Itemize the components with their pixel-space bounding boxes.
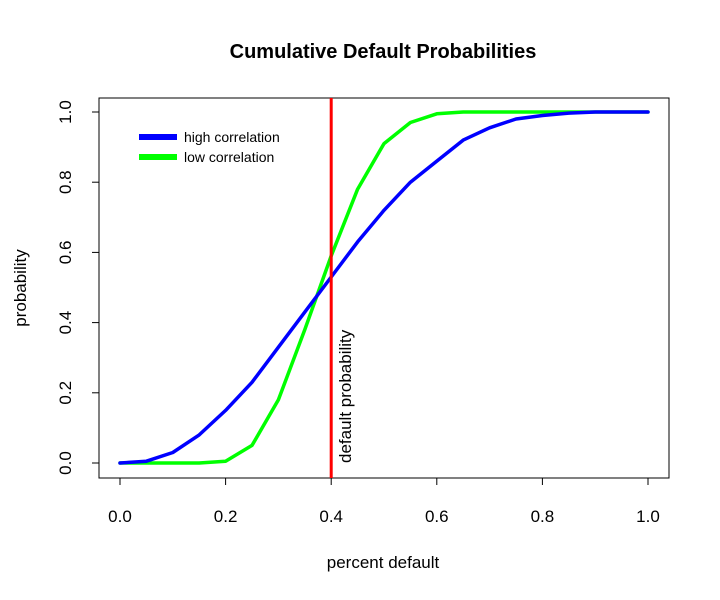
legend: high correlation low correlation xyxy=(139,129,280,165)
chart-title: Cumulative Default Probabilities xyxy=(230,41,537,63)
y-tick-label: 0.8 xyxy=(56,170,75,194)
x-tick-label: 0.8 xyxy=(531,507,555,526)
y-axis: 0.0 0.2 0.4 0.6 0.8 1.0 xyxy=(56,100,100,475)
x-tick-label: 0.4 xyxy=(319,507,343,526)
series-layer xyxy=(118,110,650,465)
x-axis-label: percent default xyxy=(327,553,440,572)
y-tick-label: 0.6 xyxy=(56,241,75,265)
y-tick-label: 0.2 xyxy=(56,381,75,405)
y-axis-label: probability xyxy=(11,249,30,327)
default-probability-label: default probability xyxy=(336,329,355,463)
x-axis: 0.0 0.2 0.4 0.6 0.8 1.0 xyxy=(108,477,660,526)
legend-label: low correlation xyxy=(184,149,274,165)
series-line-low-correlation xyxy=(118,110,650,465)
y-tick-label: 0.0 xyxy=(56,451,75,475)
x-tick-label: 0.2 xyxy=(214,507,238,526)
x-tick-label: 1.0 xyxy=(636,507,660,526)
x-tick-label: 0.0 xyxy=(108,507,132,526)
x-tick-label: 0.6 xyxy=(425,507,449,526)
y-tick-label: 1.0 xyxy=(56,100,75,124)
legend-label: high correlation xyxy=(184,129,280,145)
series-line-high-correlation xyxy=(118,110,650,465)
y-tick-label: 0.4 xyxy=(56,311,75,335)
